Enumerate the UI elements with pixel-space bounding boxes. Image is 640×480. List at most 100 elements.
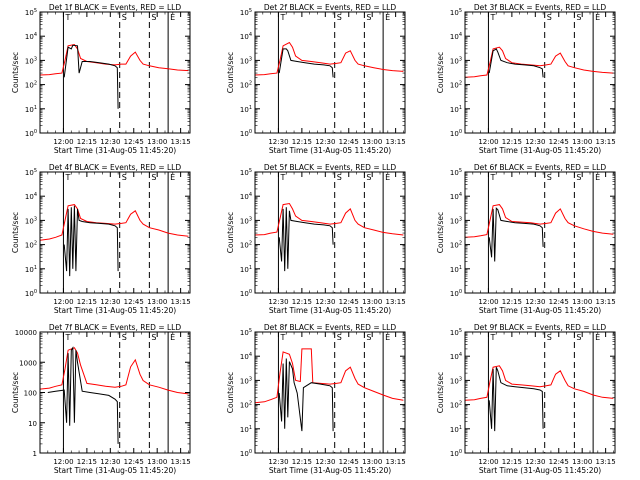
y-tick-label: 103 <box>450 376 462 385</box>
x-tick-label: 12:30 <box>268 458 288 466</box>
marker-label-1: T <box>279 173 285 182</box>
y-tick-label: 104 <box>25 32 37 41</box>
x-tick-label: 13:15 <box>171 138 191 146</box>
series-lld-line <box>465 365 614 401</box>
x-tick-label: 12:15 <box>502 138 522 146</box>
marker-label-2: S <box>337 13 342 22</box>
marker-label-2: S <box>337 333 342 342</box>
y-tick-label: 103 <box>25 216 37 225</box>
y-tick-label: 101 <box>450 265 462 274</box>
marker-label-1: T <box>279 333 285 342</box>
marker-label-1: T <box>489 173 495 182</box>
x-tick-label: 12:45 <box>549 138 569 146</box>
y-tick-label: 104 <box>450 352 462 361</box>
x-tick-label: 12:45 <box>124 298 144 306</box>
marker-label-4: E <box>385 333 390 342</box>
series-group <box>40 346 189 444</box>
x-tick-label: 13:15 <box>596 298 616 306</box>
detector-panel-3: T S S E 100 101 102 103 104 105 12:00 12:15 12:30 12:… <box>436 3 616 155</box>
detector-panel-9: T S S E 100 101 102 103 104 105 12:00 12:15 12:30 12:… <box>436 323 616 475</box>
x-tick-label: 12:00 <box>53 138 73 146</box>
panel-title: Det 6f BLACK = Events, RED = LLD <box>474 163 607 172</box>
y-tick-label: 102 <box>450 241 462 250</box>
x-axis-title: Start Time (31-Aug-05 11:45:20) <box>479 306 601 315</box>
y-axis-title: Counts/sec <box>11 212 20 253</box>
plot-frame <box>464 11 616 134</box>
marker-label-3: S <box>576 173 581 182</box>
y-tick-label: 105 <box>450 8 462 17</box>
x-tick-label: 12:45 <box>339 298 359 306</box>
y-axis-title: Counts/sec <box>11 372 20 413</box>
x-tick-label: 12:45 <box>339 138 359 146</box>
marker-label-4: E <box>595 173 600 182</box>
x-tick-label: 13:15 <box>386 458 406 466</box>
x-tick-label: 12:00 <box>478 458 498 466</box>
marker-label-2: S <box>122 173 127 182</box>
y-tick-label: 104 <box>240 32 252 41</box>
y-axis-title: Counts/sec <box>436 372 445 413</box>
y-tick-label: 102 <box>450 81 462 90</box>
marker-label-1: T <box>279 13 285 22</box>
marker-label-3: S <box>151 173 156 182</box>
marker-label-4: E <box>170 173 175 182</box>
x-tick-label: 12:30 <box>315 138 335 146</box>
y-tick-label: 100 <box>240 289 252 298</box>
x-tick-label: 13:00 <box>147 298 167 306</box>
x-axis-title: Start Time (31-Aug-05 11:45:20) <box>269 146 391 155</box>
y-tick-label: 105 <box>25 8 37 17</box>
y-tick-label: 102 <box>240 81 252 90</box>
panel-title: Det 3f BLACK = Events, RED = LLD <box>474 3 607 12</box>
marker-label-3: S <box>366 333 371 342</box>
series-events-line <box>278 207 334 272</box>
marker-label-4: E <box>170 13 175 22</box>
plot-frame <box>254 331 406 454</box>
panel-title: Det 9f BLACK = Events, RED = LLD <box>474 323 607 332</box>
y-tick-label: 101 <box>450 105 462 114</box>
plot-frame <box>254 11 406 134</box>
series-events-line <box>488 207 544 262</box>
marker-label-4: E <box>595 13 600 22</box>
y-tick-label: 100 <box>24 390 37 398</box>
x-tick-label: 13:00 <box>147 138 167 146</box>
series-lld-line <box>465 204 614 238</box>
y-tick-label: 100 <box>25 129 37 138</box>
y-axis-title: Counts/sec <box>436 212 445 253</box>
y-tick-label: 104 <box>25 192 37 201</box>
y-tick-label: 101 <box>450 425 462 434</box>
x-tick-label: 12:30 <box>268 138 288 146</box>
x-tick-label: 12:30 <box>315 298 335 306</box>
series-group <box>465 204 614 262</box>
marker-label-1: T <box>64 13 70 22</box>
y-tick-label: 105 <box>240 168 252 177</box>
series-events-line <box>278 48 334 78</box>
marker-label-2: S <box>547 333 552 342</box>
x-tick-label: 12:00 <box>478 298 498 306</box>
x-tick-label: 13:00 <box>572 138 592 146</box>
y-tick-label: 102 <box>240 401 252 410</box>
x-tick-label: 12:30 <box>525 138 545 146</box>
y-tick-label: 100 <box>240 449 252 458</box>
x-tick-label: 12:45 <box>549 298 569 306</box>
y-tick-label: 103 <box>25 56 37 65</box>
series-group <box>40 44 189 109</box>
detector-panel-1: T S S E 100 101 102 103 104 105 12:00 12:15 12:30 12:… <box>11 3 191 155</box>
series-events-line <box>63 205 119 277</box>
marker-label-1: T <box>489 13 495 22</box>
plot-frame <box>254 171 406 294</box>
marker-label-3: S <box>576 333 581 342</box>
y-tick-label: 104 <box>240 352 252 361</box>
y-tick-label: 105 <box>240 8 252 17</box>
series-lld-line <box>40 347 189 395</box>
x-tick-label: 12:15 <box>502 298 522 306</box>
x-tick-label: 13:15 <box>386 298 406 306</box>
x-tick-label: 12:30 <box>525 458 545 466</box>
x-axis-title: Start Time (31-Aug-05 11:45:20) <box>54 466 176 475</box>
x-tick-label: 13:00 <box>572 298 592 306</box>
x-tick-label: 12:30 <box>100 458 120 466</box>
y-tick-label: 102 <box>450 401 462 410</box>
